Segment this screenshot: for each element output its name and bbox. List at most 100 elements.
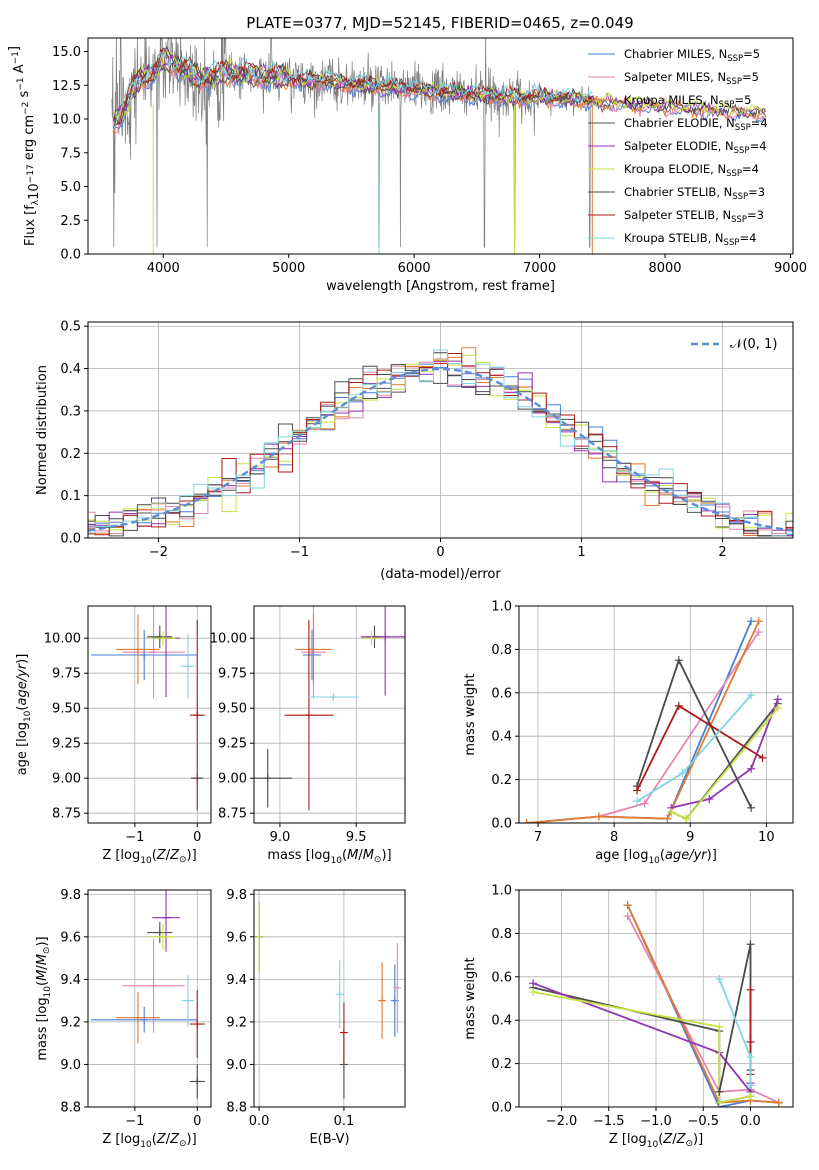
x-tick-label: 9.0: [270, 830, 291, 845]
axes-frame: [87, 605, 212, 824]
y-tick-label: 8.75: [52, 807, 81, 822]
x-axis-label-part: )]: [187, 1132, 197, 1147]
x-axis-label-part: Z: [156, 848, 167, 863]
y-tick-label: 0.0: [491, 1101, 512, 1116]
x-axis-label-part: (: [342, 848, 347, 863]
y-tick-label: 0.2: [60, 447, 81, 462]
legend-label-text: Chabrier ELODIE, N: [624, 116, 735, 130]
x-axis-label-part: )]: [707, 848, 717, 863]
y-axis-label-part: )]: [15, 654, 30, 664]
x-tick-label: 2: [718, 545, 726, 560]
x-axis-label-part: age/yr: [665, 848, 708, 863]
normal-curve: [88, 367, 793, 532]
y-tick-label: 9.75: [52, 667, 81, 682]
y-tick-label: 7.5: [60, 146, 81, 161]
y-tick-label: 2.5: [60, 214, 81, 229]
y-axis-label: mass weight: [463, 957, 478, 1039]
legend-label-tail: =5: [743, 47, 760, 61]
legend-label-tail: =5: [734, 93, 751, 107]
mass-weight-line-kroupa_elodie: [533, 991, 751, 1104]
x-axis-label-part: Z: [676, 1132, 687, 1147]
x-axis-label-part: )]: [187, 848, 197, 863]
y-axis-label-part: −17: [26, 164, 36, 183]
legend-label-tail: =3: [747, 208, 764, 222]
y-tick-label: 9.4: [226, 973, 247, 988]
x-axis-label-part: Z: [169, 848, 180, 863]
x-axis-label-part: 10: [140, 856, 152, 866]
y-axis-label-part: erg cm: [22, 115, 37, 164]
axes-frame: [87, 37, 794, 255]
legend-label-sub: SSP: [727, 54, 743, 64]
x-axis-label-part: (: [660, 848, 665, 863]
legend-label-tail: =4: [739, 231, 756, 245]
legend-label-salpeter_elodie: Salpeter ELODIE, NSSP=4: [624, 139, 767, 156]
y-axis-label: mass [log10(M/M⊙)]: [35, 936, 53, 1060]
x-tick-label: 7000: [523, 261, 556, 276]
y-tick-label: 0.8: [491, 643, 512, 658]
y-tick-label: 12.5: [52, 79, 81, 94]
legend-label-sub: SSP: [732, 192, 748, 202]
grid: [88, 606, 211, 823]
y-tick-label: 10.0: [52, 113, 81, 128]
x-axis-label-part: E(B-V): [309, 1132, 349, 1147]
mass-weight-line-salpeter_elodie: [670, 698, 779, 809]
plot-area: [88, 347, 793, 537]
x-axis-label: Z [log10(Z/Z⊙)]: [609, 1132, 703, 1150]
x-axis-label-part: 10: [648, 856, 660, 866]
x-tick-label: 9.5: [346, 830, 367, 845]
legend-label-chabrier_miles: Chabrier MILES, NSSP=5: [624, 47, 760, 64]
x-tick-label: 9: [686, 830, 694, 845]
axes-frame: [87, 321, 794, 539]
y-axis-label-part: age [log: [15, 722, 30, 775]
plot-area: [91, 606, 205, 811]
legend-label-text: Kroupa ELODIE, N: [624, 162, 726, 176]
x-tick-label: 8: [610, 830, 618, 845]
x-axis-label-part: Z [log: [102, 1132, 140, 1147]
model-fit-salpeter_stelib: [113, 48, 593, 128]
legend-label-text: Chabrier MILES, N: [624, 47, 727, 61]
x-axis-label: age [log10(age/yr)]: [595, 848, 717, 866]
legend-label-kroupa_stelib: Kroupa STELIB, NSSP=4: [624, 231, 756, 248]
x-axis-label-part: Z [log: [609, 1132, 647, 1147]
y-axis-label-part: −1: [11, 51, 21, 64]
x-tick-label: −1.0: [640, 1114, 672, 1129]
y-tick-label: 15.0: [52, 45, 81, 60]
y-tick-label: 9.2: [60, 1015, 81, 1030]
y-tick-label: 9.8: [60, 888, 81, 903]
y-axis-label-part: M: [35, 954, 50, 965]
y-tick-label: 10.00: [210, 632, 247, 647]
y-axis-label: Normed distribution: [35, 365, 50, 495]
y-axis-label: mass weight: [463, 673, 478, 755]
plot-area: [254, 606, 405, 811]
figure-title: PLATE=0377, MJD=52145, FIBERID=0465, z=0…: [246, 14, 633, 32]
x-tick-label: 0.0: [249, 1114, 270, 1129]
x-axis-label-part: /: [672, 1132, 677, 1147]
y-tick-label: 9.8: [226, 888, 247, 903]
axes-frame: [87, 889, 212, 1108]
legend-label-sub: SSP: [726, 169, 742, 179]
x-tick-label: 0.0: [740, 1114, 761, 1129]
legend-label-normal: 𝒩(0, 1): [730, 337, 777, 352]
x-tick-label: 0: [193, 1114, 201, 1129]
y-tick-label: 8.8: [226, 1101, 247, 1116]
y-tick-label: 9.25: [52, 737, 81, 752]
y-axis-label-part: 10: [23, 710, 33, 722]
x-tick-label: −1: [125, 1114, 144, 1129]
axes-frame: [253, 889, 406, 1108]
x-tick-label: 0: [436, 545, 444, 560]
y-axis-label-part: ⊙: [42, 947, 52, 955]
y-axis-label-part: /: [35, 965, 50, 970]
x-axis-label-part: M: [363, 848, 374, 863]
x-tick-label: 6000: [398, 261, 431, 276]
histogram-chabrier_miles: [88, 363, 793, 537]
y-axis-label-part: )]: [35, 936, 50, 946]
panel-mass_vs_ebv: 0.0 0.1 8.8 9.0 9.2 9.4 9.6 9.8 E(B-V): [226, 888, 406, 1147]
mass-weight-line-chabrier_stelib: [636, 657, 752, 809]
legend-label-kroupa_elodie: Kroupa ELODIE, NSSP=4: [624, 162, 759, 179]
y-tick-label: 0.6: [491, 686, 512, 701]
legend-label-text: Salpeter ELODIE, N: [624, 139, 734, 153]
legend-label-text: Kroupa MILES, N: [624, 93, 719, 107]
x-tick-label: 5000: [272, 261, 305, 276]
mass-weight-line-chabrier_elodie: [532, 986, 751, 1104]
